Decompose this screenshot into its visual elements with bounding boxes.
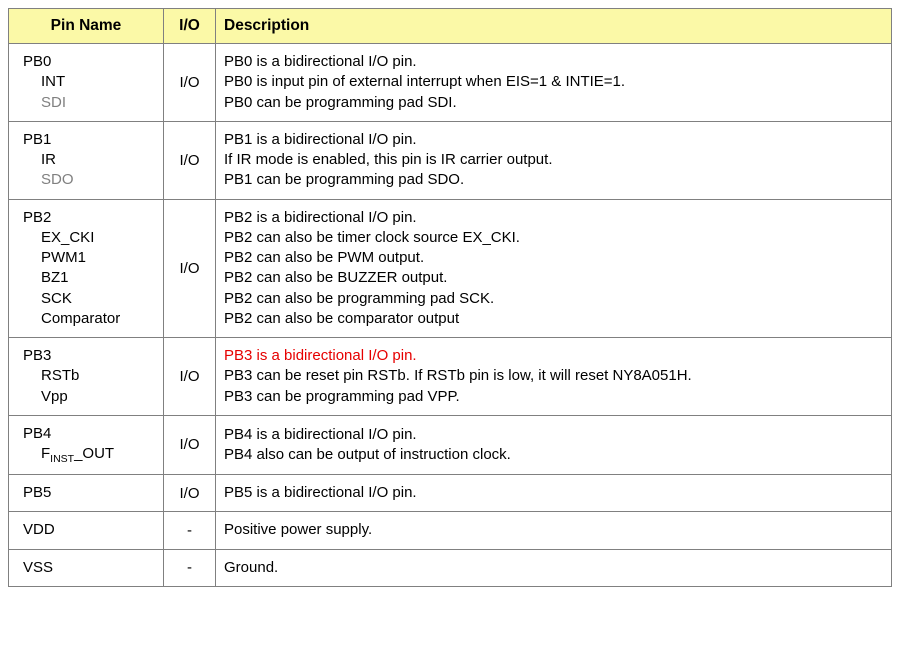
- description-line: PB2 can also be PWM output.: [224, 248, 883, 268]
- pin-sub-label: PWM1: [23, 248, 157, 268]
- description-cell: PB3 is a bidirectional I/O pin.PB3 can b…: [216, 338, 892, 416]
- description-line: PB2 can also be comparator output: [224, 309, 883, 329]
- description-line: PB2 can also be timer clock source EX_CK…: [224, 228, 883, 248]
- pin-sub-label: IR: [23, 150, 157, 170]
- pin-main-label: PB1: [23, 131, 51, 148]
- pin-sub-label: Comparator: [23, 309, 157, 329]
- io-cell: I/O: [164, 121, 216, 199]
- description-cell: Positive power supply.: [216, 512, 892, 549]
- pin-sub-label: INT: [23, 72, 157, 92]
- pin-name-cell: PB3 RSTbVpp: [9, 338, 164, 416]
- description-line: PB0 can be programming pad SDI.: [224, 93, 883, 113]
- pin-main-label: PB2: [23, 209, 51, 226]
- pin-main-label: PB4: [23, 425, 51, 442]
- pin-sub-label: SCK: [23, 289, 157, 309]
- description-line: PB3 can be programming pad VPP.: [224, 387, 883, 407]
- description-cell: PB0 is a bidirectional I/O pin.PB0 is in…: [216, 44, 892, 122]
- description-line: Ground.: [224, 558, 883, 578]
- table-row: VSS -Ground.: [9, 549, 892, 586]
- description-line: PB1 can be programming pad SDO.: [224, 170, 883, 190]
- description-cell: PB2 is a bidirectional I/O pin.PB2 can a…: [216, 199, 892, 338]
- table-row: PB4FINST_OUTI/OPB4 is a bidirectional I/…: [9, 415, 892, 474]
- io-cell: -: [164, 549, 216, 586]
- pin-name-cell: PB2 EX_CKIPWM1BZ1SCKComparator: [9, 199, 164, 338]
- description-line: PB0 is input pin of external interrupt w…: [224, 72, 883, 92]
- pin-name-cell: VDD: [9, 512, 164, 549]
- pin-sub-label: BZ1: [23, 268, 157, 288]
- description-line: PB2 can also be BUZZER output.: [224, 268, 883, 288]
- pin-name-cell: PB0 INTSDI: [9, 44, 164, 122]
- description-line: If IR mode is enabled, this pin is IR ca…: [224, 150, 883, 170]
- description-line: PB2 is a bidirectional I/O pin.: [224, 208, 883, 228]
- pin-name-cell: PB1 IRSDO: [9, 121, 164, 199]
- pin-sub-label: RSTb: [23, 366, 157, 386]
- table-row: PB5 I/O PB5 is a bidirectional I/O pin.: [9, 475, 892, 512]
- description-line: PB3 is a bidirectional I/O pin.: [224, 346, 883, 366]
- table-row: PB3RSTbVppI/OPB3 is a bidirectional I/O …: [9, 338, 892, 416]
- pin-main-label: VDD: [23, 521, 55, 538]
- pin-main-label: PB3: [23, 347, 51, 364]
- table-row: PB0INTSDII/OPB0 is a bidirectional I/O p…: [9, 44, 892, 122]
- description-line: PB4 also can be output of instruction cl…: [224, 445, 883, 465]
- io-cell: I/O: [164, 44, 216, 122]
- table-row: VDD -Positive power supply.: [9, 512, 892, 549]
- pin-main-label: PB5: [23, 484, 51, 501]
- pin-name-cell: PB5: [9, 475, 164, 512]
- description-cell: PB5 is a bidirectional I/O pin.: [216, 475, 892, 512]
- pin-name-cell: VSS: [9, 549, 164, 586]
- pin-main-label: VSS: [23, 559, 53, 576]
- pin-sub-label: EX_CKI: [23, 228, 157, 248]
- pin-sub-label: SDI: [23, 93, 157, 113]
- io-cell: -: [164, 512, 216, 549]
- io-cell: I/O: [164, 415, 216, 474]
- pin-sub-label: SDO: [23, 170, 157, 190]
- pin-sub-label: Vpp: [23, 387, 157, 407]
- io-cell: I/O: [164, 475, 216, 512]
- description-line: PB5 is a bidirectional I/O pin.: [224, 483, 883, 503]
- header-pin-name: Pin Name: [9, 9, 164, 44]
- header-io: I/O: [164, 9, 216, 44]
- table-row: PB2EX_CKIPWM1BZ1SCKComparatorI/OPB2 is a…: [9, 199, 892, 338]
- description-cell: PB1 is a bidirectional I/O pin.If IR mod…: [216, 121, 892, 199]
- description-line: Positive power supply.: [224, 520, 883, 540]
- description-cell: Ground.: [216, 549, 892, 586]
- description-cell: PB4 is a bidirectional I/O pin.PB4 also …: [216, 415, 892, 474]
- description-line: PB0 is a bidirectional I/O pin.: [224, 52, 883, 72]
- pin-name-cell: PB4 FINST_OUT: [9, 415, 164, 474]
- description-line: PB2 can also be programming pad SCK.: [224, 289, 883, 309]
- description-line: PB4 is a bidirectional I/O pin.: [224, 425, 883, 445]
- pin-sub-label: FINST_OUT: [23, 444, 157, 466]
- io-cell: I/O: [164, 338, 216, 416]
- header-description: Description: [216, 9, 892, 44]
- io-cell: I/O: [164, 199, 216, 338]
- description-line: PB1 is a bidirectional I/O pin.: [224, 130, 883, 150]
- pin-main-label: PB0: [23, 53, 51, 70]
- pin-description-table: Pin Name I/O Description PB0INTSDII/OPB0…: [8, 8, 892, 587]
- header-row: Pin Name I/O Description: [9, 9, 892, 44]
- table-row: PB1IRSDOI/OPB1 is a bidirectional I/O pi…: [9, 121, 892, 199]
- description-line: PB3 can be reset pin RSTb. If RSTb pin i…: [224, 366, 883, 386]
